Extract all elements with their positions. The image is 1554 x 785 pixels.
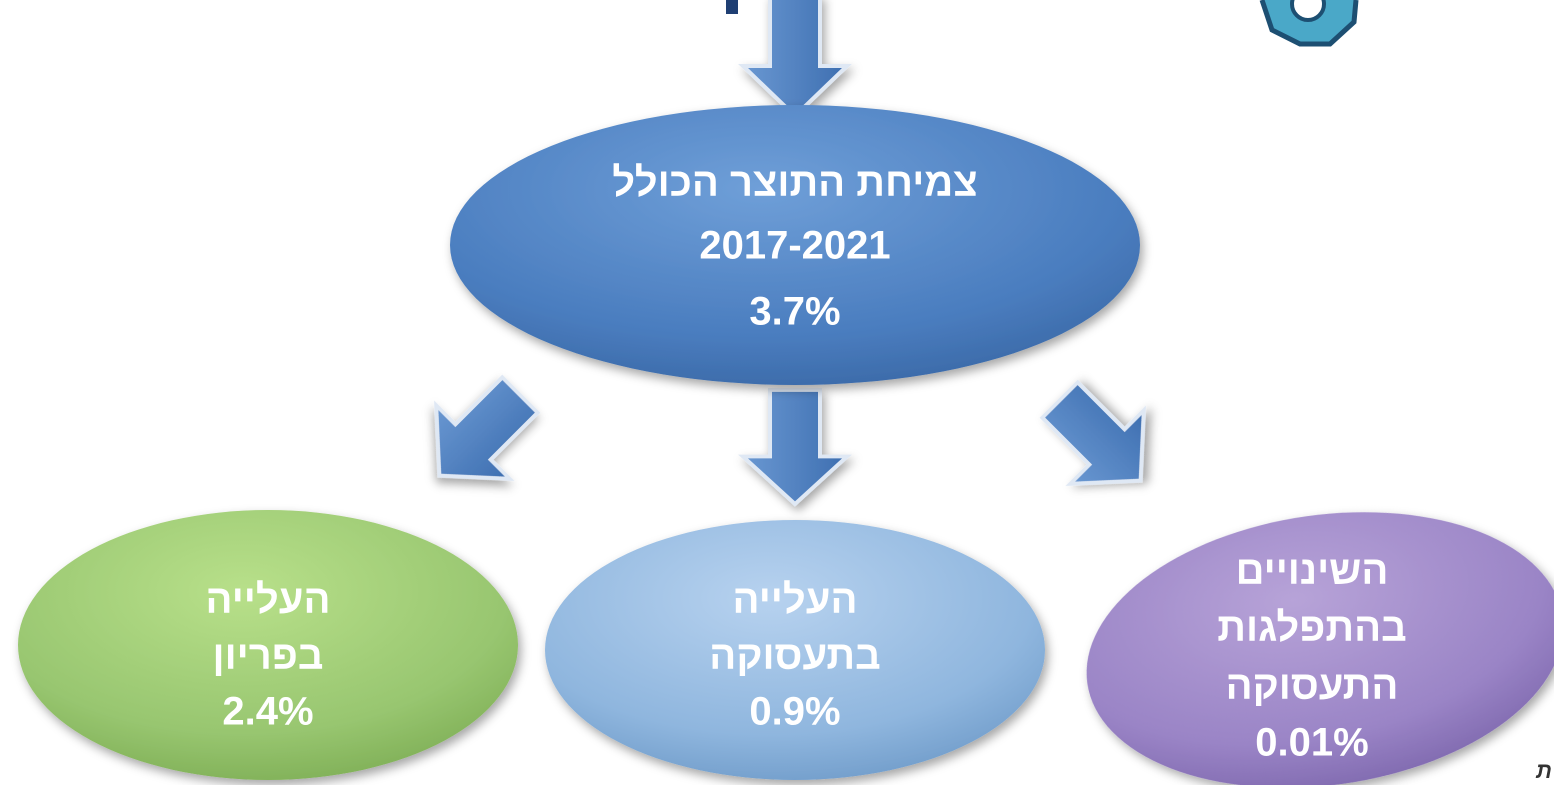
node-ellipse [450,105,1140,385]
node-text: 2.4% [222,690,313,734]
top-bar [726,0,738,14]
node-text: 0.9% [749,690,840,734]
node-text: 2017-2021 [699,224,890,268]
node-text: צמיחת התוצר הכולל [612,161,977,205]
node-text: בפריון [213,634,324,678]
node-ellipse [18,510,518,780]
arrow [1021,361,1180,520]
node-text: העלייה [733,578,858,622]
node-text: בהתפלגות [1217,606,1406,650]
node-ellipse [1086,512,1554,785]
arrow [741,388,849,506]
gear-hole [1290,0,1326,22]
arrow [400,356,559,515]
node-text: בתעסוקה [709,634,880,678]
node-text: השינויים [1236,549,1389,593]
gear-icon [1259,0,1359,47]
corner-text: ת [1535,758,1552,783]
node-text: 3.7% [749,290,840,334]
node-text: התעסוקה [1226,664,1399,708]
node-text: העלייה [206,578,331,622]
node-ellipse [545,520,1045,780]
node-text: 0.01% [1255,721,1368,765]
arrow [741,0,849,118]
